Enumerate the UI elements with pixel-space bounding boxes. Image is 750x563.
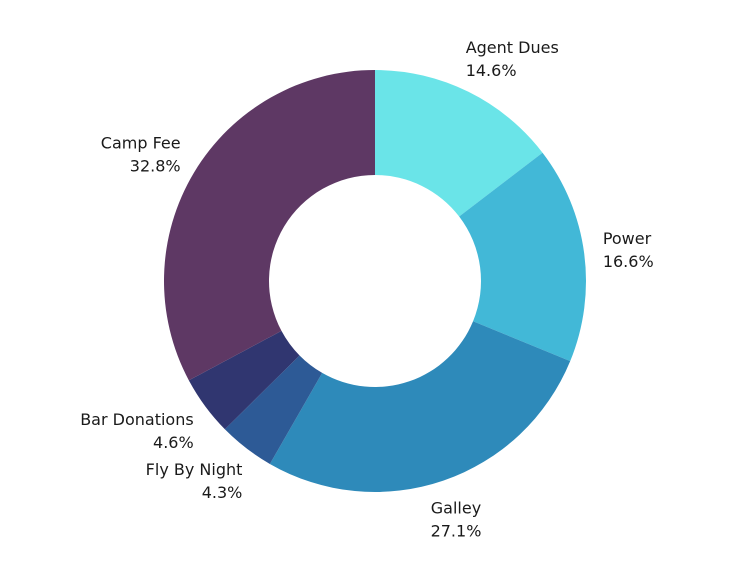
slice-value-galley: 27.1% bbox=[431, 522, 482, 541]
slice-label-power: Power bbox=[603, 229, 652, 248]
slice-agent-dues bbox=[375, 70, 543, 217]
slice-value-camp-fee: 32.8% bbox=[130, 156, 181, 175]
slice-value-fly-by-night: 4.3% bbox=[202, 483, 243, 502]
slice-camp-fee bbox=[163, 70, 375, 381]
slice-label-group-galley: Galley 27.1% bbox=[431, 499, 482, 541]
slice-label-camp-fee: Camp Fee bbox=[101, 133, 181, 152]
labels-group: Agent Dues 14.6% Power 16.6% Galley 27.1% Fly … bbox=[80, 38, 653, 541]
slice-label-group-power: Power 16.6% bbox=[603, 229, 654, 271]
slice-fly-by-night bbox=[224, 355, 323, 464]
slices-group bbox=[163, 70, 586, 492]
slice-label-group-agent-dues: Agent Dues 14.6% bbox=[466, 38, 559, 80]
slice-label-group-fly-by-night: Fly By Night 4.3% bbox=[146, 460, 243, 502]
slice-label-group-camp-fee: Camp Fee 32.8% bbox=[101, 133, 181, 175]
slice-power bbox=[459, 152, 586, 362]
slice-label-galley: Galley bbox=[431, 499, 481, 518]
slice-label-bar-donations: Bar Donations bbox=[80, 410, 193, 429]
slice-value-agent-dues: 14.6% bbox=[466, 61, 517, 80]
slice-galley bbox=[269, 321, 571, 492]
slice-label-agent-dues: Agent Dues bbox=[466, 38, 559, 57]
slice-bar-donations bbox=[188, 330, 300, 430]
slice-value-bar-donations: 4.6% bbox=[153, 433, 194, 452]
slice-label-group-bar-donations: Bar Donations 4.6% bbox=[80, 410, 193, 452]
slice-label-fly-by-night: Fly By Night bbox=[146, 460, 243, 479]
slice-value-power: 16.6% bbox=[603, 252, 654, 271]
